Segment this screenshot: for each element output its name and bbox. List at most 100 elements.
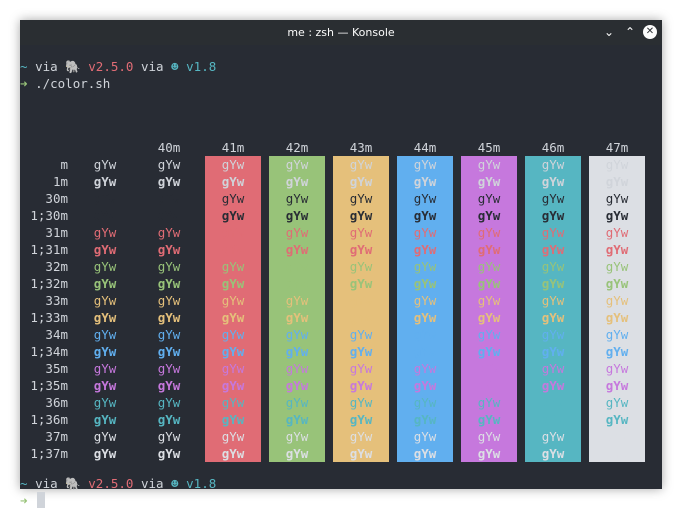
sample-cell: gYw <box>349 174 373 189</box>
sample-cell: gYw <box>605 276 629 291</box>
minimize-button[interactable]: ⌄ <box>603 25 615 39</box>
sample-cell: gYw <box>221 327 245 342</box>
sample-cell: gYw <box>477 361 501 376</box>
konsole-window: me : zsh — Konsole ⌄ ⌃ ✕ ~ via 🐘 v2.5.0 … <box>20 20 662 508</box>
bg-swatch-41m <box>205 156 261 462</box>
sample-cell: gYw <box>605 361 629 376</box>
sample-cell: gYw <box>221 412 245 427</box>
sample-cell: gYw <box>157 429 181 444</box>
close-button[interactable]: ✕ <box>643 25 657 39</box>
sample-cell: gYw <box>93 174 117 189</box>
sample-cell: gYw <box>541 344 565 359</box>
bg-header-42m: 42m <box>285 140 309 155</box>
row-label: 1;36m <box>30 412 68 427</box>
sample-cell: gYw <box>157 327 181 342</box>
sample-cell: gYw <box>157 259 181 274</box>
sample-cell: gYw <box>221 429 245 444</box>
sample-cell: gYw <box>413 191 437 206</box>
sample-cell: gYw <box>221 225 245 240</box>
sample-cell: gYw <box>349 327 373 342</box>
maximize-button[interactable]: ⌃ <box>624 25 636 39</box>
sample-cell: gYw <box>605 191 629 206</box>
bg-header-41m: 41m <box>221 140 245 155</box>
sample-cell: gYw <box>93 429 117 444</box>
sample-cell: gYw <box>285 327 309 342</box>
title-bar[interactable]: me : zsh — Konsole ⌄ ⌃ ✕ <box>20 20 662 45</box>
sample-cell: gYw <box>157 293 181 308</box>
bg-header-46m: 46m <box>541 140 565 155</box>
sample-cell: gYw <box>413 446 437 461</box>
prompt-line-2: ~ via 🐘 v2.5.0 via ☻ v1.8 <box>20 475 216 492</box>
sample-cell: gYw <box>157 208 181 223</box>
sample-cell: gYw <box>605 174 629 189</box>
sample-cell: gYw <box>221 310 245 325</box>
prompt-tilde: ~ <box>20 476 28 491</box>
bg-swatch-42m <box>269 156 325 462</box>
sample-cell: gYw <box>541 259 565 274</box>
sample-cell: gYw <box>605 310 629 325</box>
sample-cell: gYw <box>413 395 437 410</box>
sample-cell: gYw <box>541 310 565 325</box>
sample-cell: gYw <box>93 225 117 240</box>
sample-cell: gYw <box>93 446 117 461</box>
sample-cell: gYw <box>285 378 309 393</box>
sample-cell: gYw <box>157 361 181 376</box>
sample-cell: gYw <box>157 242 181 257</box>
sample-cell: gYw <box>157 378 181 393</box>
sample-cell: gYw <box>221 157 245 172</box>
text-cursor <box>37 492 45 508</box>
sample-cell: gYw <box>349 293 373 308</box>
ruby-version: v2.5.0 <box>88 476 134 491</box>
sample-cell: gYw <box>605 242 629 257</box>
sample-cell: gYw <box>605 412 629 427</box>
sample-cell: gYw <box>93 344 117 359</box>
sample-cell: gYw <box>605 429 629 444</box>
prompt-arrow-icon: ➜ <box>20 76 28 91</box>
bg-swatch-45m <box>461 156 517 462</box>
sample-cell: gYw <box>349 310 373 325</box>
sample-cell: gYw <box>349 191 373 206</box>
terminal-area[interactable]: ~ via 🐘 v2.5.0 via ☻ v1.8 ➜ ./color.sh 4… <box>20 45 662 508</box>
sample-cell: gYw <box>413 157 437 172</box>
row-label: 1m <box>52 174 68 189</box>
sample-cell: gYw <box>541 446 565 461</box>
package-icon: ☻ <box>171 476 179 491</box>
sample-cell: gYw <box>413 327 437 342</box>
sample-cell: gYw <box>349 225 373 240</box>
row-label: 32m <box>45 259 68 274</box>
row-label: 1;34m <box>30 344 68 359</box>
prompt-via: via <box>140 59 164 74</box>
sample-cell: gYw <box>93 378 117 393</box>
sample-cell: gYw <box>477 310 501 325</box>
sample-cell: gYw <box>413 174 437 189</box>
sample-cell: gYw <box>285 276 309 291</box>
sample-cell: gYw <box>477 242 501 257</box>
sample-cell: gYw <box>605 259 629 274</box>
sample-cell: gYw <box>349 395 373 410</box>
sample-cell: gYw <box>413 259 437 274</box>
sample-cell: gYw <box>477 225 501 240</box>
sample-cell: gYw <box>221 293 245 308</box>
sample-cell: gYw <box>477 412 501 427</box>
package-icon: ☻ <box>171 59 179 74</box>
sample-cell: gYw <box>221 361 245 376</box>
sample-cell: gYw <box>285 344 309 359</box>
input-line: ➜ <box>20 492 28 509</box>
row-label: 1;33m <box>30 310 68 325</box>
sample-cell: gYw <box>157 412 181 427</box>
sample-cell: gYw <box>541 157 565 172</box>
sample-cell: gYw <box>285 293 309 308</box>
row-label: 34m <box>45 327 68 342</box>
row-label: 1;31m <box>30 242 68 257</box>
sample-cell: gYw <box>221 174 245 189</box>
sample-cell: gYw <box>605 327 629 342</box>
sample-cell: gYw <box>605 446 629 461</box>
row-label: 36m <box>45 395 68 410</box>
sample-cell: gYw <box>541 429 565 444</box>
sample-cell: gYw <box>541 378 565 393</box>
sample-cell: gYw <box>477 276 501 291</box>
sample-cell: gYw <box>349 344 373 359</box>
prompt-via: via <box>35 59 58 74</box>
sample-cell: gYw <box>541 361 565 376</box>
sample-cell: gYw <box>349 412 373 427</box>
